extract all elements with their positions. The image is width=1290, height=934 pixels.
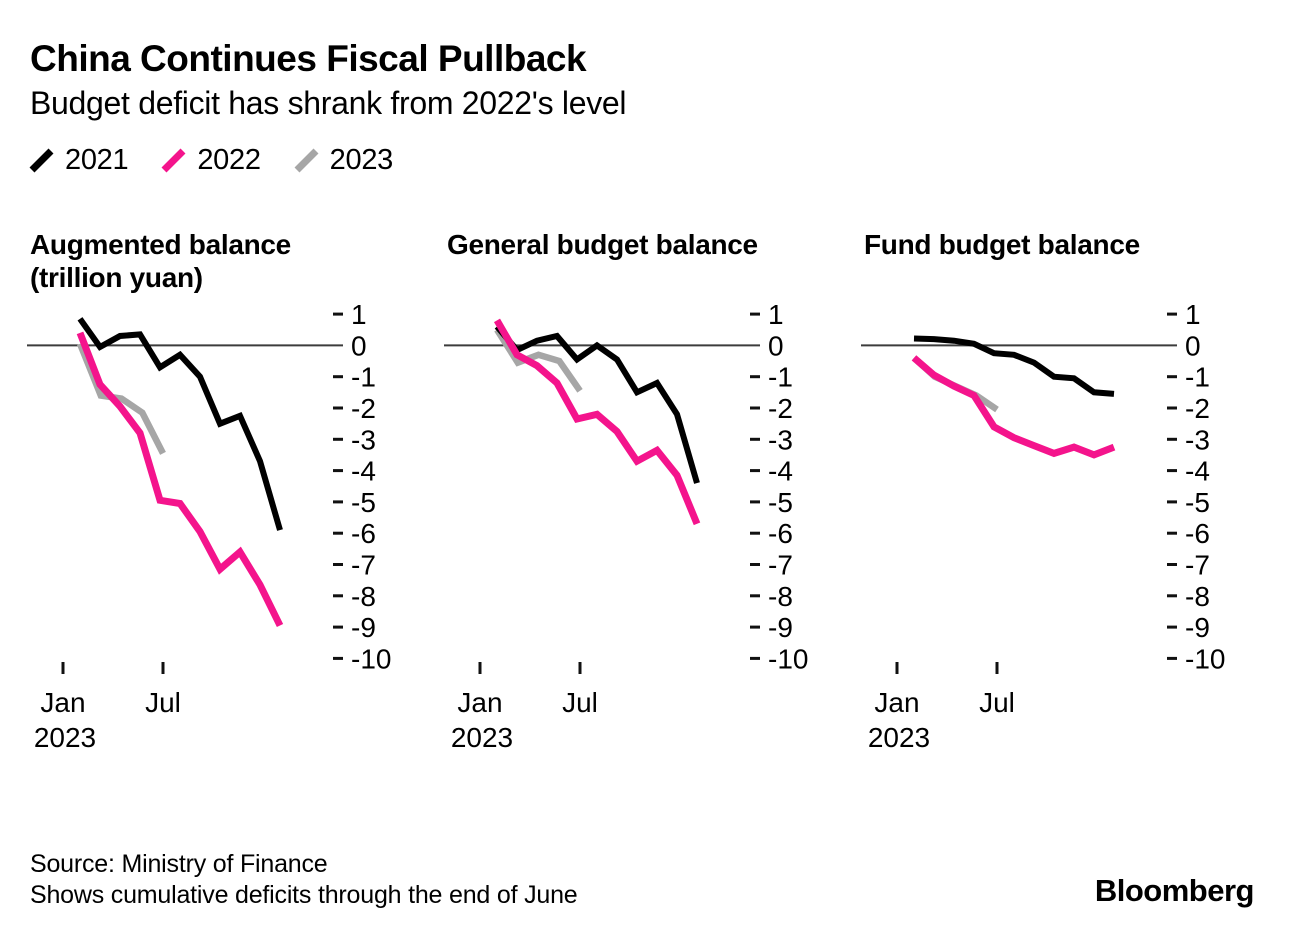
svg-text:-3: -3 [1185,424,1210,455]
legend-label: 2022 [197,144,261,176]
svg-text:-1: -1 [768,362,793,393]
svg-text:-7: -7 [351,550,376,581]
svg-text:Jan: Jan [40,687,85,718]
svg-text:-7: -7 [1185,550,1210,581]
source-line: Source: Ministry of Finance [30,850,328,878]
svg-text:-7: -7 [768,550,793,581]
page-title: China Continues Fiscal Pullback [30,38,587,79]
svg-text:-10: -10 [351,643,391,674]
legend-label: 2023 [329,144,394,176]
svg-text:-8: -8 [1185,581,1210,612]
svg-text:2023: 2023 [868,722,930,753]
chart-title: Fund budget balance [864,229,1140,260]
svg-text:-3: -3 [351,424,376,455]
legend-item-2021: 2021 [28,144,129,177]
svg-text:1: 1 [1185,300,1201,330]
svg-text:0: 0 [351,330,367,361]
svg-text:-9: -9 [768,612,793,643]
page-subtitle: Budget deficit has shrank from 2022's le… [30,85,627,121]
plot-general-budget-balance: 10-1-2-3-4-5-6-7-8-9-10 Jan 2023 Jul [444,300,808,753]
legend: 2021 2022 2023 [28,144,393,177]
legend-item-2022: 2022 [160,144,261,177]
svg-text:Jan: Jan [874,687,919,718]
chart-title: General budget balance [447,229,758,260]
svg-text:-9: -9 [1185,612,1210,643]
svg-text:1: 1 [768,300,784,330]
svg-text:-3: -3 [768,424,793,455]
svg-text:-4: -4 [768,456,793,487]
plot-augmented-balance: 10-1-2-3-4-5-6-7-8-9-10 Jan 2023 Jul [27,300,391,753]
svg-text:-5: -5 [1185,487,1210,518]
svg-text:-5: -5 [351,487,376,518]
svg-text:-5: -5 [768,487,793,518]
svg-text:-9: -9 [351,612,376,643]
svg-text:0: 0 [1185,330,1201,361]
svg-text:-1: -1 [351,362,376,393]
svg-text:Jul: Jul [145,687,181,718]
footer-source-block: Source: Ministry of Finance Shows cumula… [30,849,578,911]
chart-fund-budget-balance: Fund budget balance 1 0 -1 -2 -3 -4 -5 -6 -7 -8 -9… [861,228,1278,755]
legend-label: 2021 [65,144,129,176]
svg-text:-6: -6 [351,518,376,549]
legend-item-2023: 2023 [293,144,393,177]
svg-text:-8: -8 [351,581,376,612]
svg-text:-10: -10 [768,643,808,674]
svg-text:-10: -10 [1185,643,1225,674]
svg-text:-4: -4 [351,456,376,487]
svg-text:2023: 2023 [451,722,513,753]
bloomberg-logo: Bloomberg [1094,873,1255,908]
svg-text:1: 1 [351,300,367,330]
svg-text:Jul: Jul [562,687,598,718]
chart-general-budget-balance: General budget balance 1 0 -1 -2 -3 -4 -5 -6 -7-… [444,228,861,755]
svg-text:-2: -2 [1185,393,1210,424]
svg-text:-1: -1 [1185,362,1210,393]
svg-text:-6: -6 [768,518,793,549]
line-swatch-icon [161,148,186,173]
svg-text:-4: -4 [1185,456,1210,487]
note-line: Shows cumulative deficits through the en… [30,881,578,909]
svg-text:Jul: Jul [979,687,1015,718]
svg-text:-2: -2 [351,393,376,424]
svg-text:2023: 2023 [34,722,96,753]
chart-title-line2: (trillion yuan) [30,262,203,293]
line-swatch-icon [29,148,54,173]
chart-augmented-balance: Augmented balance (trillion yuan) 1 0 -1 -2… [27,228,444,755]
svg-text:-8: -8 [768,581,793,612]
plot-fund-budget-balance: 10-1-2-3-4-5-6-7-8-9-10 Jan 2023 Jul [861,300,1225,753]
chart-title: Augmented balance [30,229,291,260]
svg-text:0: 0 [768,330,784,361]
line-swatch-icon [294,148,319,173]
svg-text:Jan: Jan [457,687,502,718]
svg-text:-6: -6 [1185,518,1210,549]
svg-text:-2: -2 [768,393,793,424]
